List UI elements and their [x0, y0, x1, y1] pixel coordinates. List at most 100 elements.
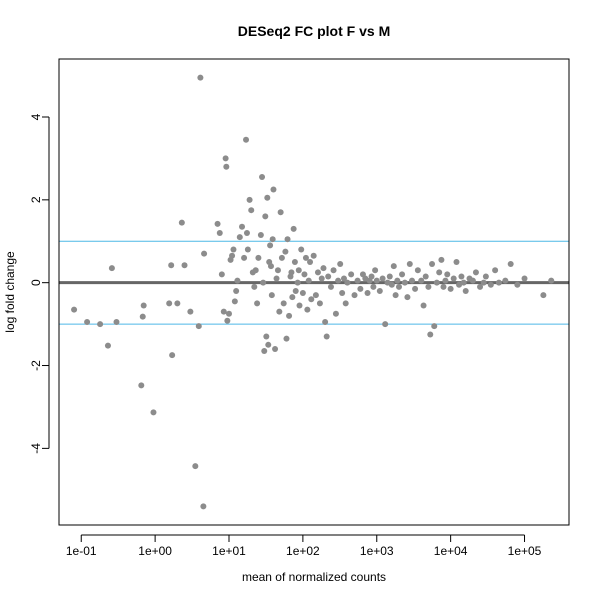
data-point — [472, 269, 479, 276]
data-point — [540, 292, 547, 299]
data-point — [268, 292, 275, 299]
data-point — [495, 279, 502, 286]
data-point — [469, 277, 476, 284]
data-point — [431, 323, 438, 330]
data-point — [236, 234, 243, 241]
data-point — [320, 265, 327, 272]
data-point — [294, 279, 301, 286]
data-point — [231, 298, 238, 305]
data-point — [322, 319, 329, 326]
data-point — [409, 277, 416, 284]
data-point — [71, 306, 78, 313]
data-point — [337, 261, 344, 268]
data-point — [502, 277, 509, 284]
data-point — [404, 294, 411, 301]
data-point — [487, 281, 494, 288]
data-point — [220, 308, 227, 315]
data-point — [386, 273, 393, 280]
data-point — [288, 269, 295, 276]
data-point — [243, 136, 250, 143]
data-point — [244, 246, 251, 253]
data-point — [305, 277, 312, 284]
data-point — [84, 319, 91, 326]
data-point — [252, 267, 259, 274]
data-point — [438, 256, 445, 263]
data-point — [392, 292, 399, 299]
data-point — [307, 258, 314, 265]
data-point — [442, 277, 449, 284]
data-point — [335, 277, 342, 284]
data-point — [412, 285, 419, 292]
data-point — [214, 220, 221, 227]
data-point — [376, 287, 383, 294]
data-point — [246, 196, 253, 203]
data-point — [192, 463, 199, 470]
data-point — [414, 267, 421, 274]
data-point — [280, 300, 287, 307]
data-point — [295, 267, 302, 274]
data-point — [274, 267, 281, 274]
data-point — [440, 283, 447, 290]
data-point — [138, 382, 145, 389]
y-tick-label: -2 — [29, 360, 43, 371]
data-point — [444, 271, 451, 278]
data-point — [372, 267, 379, 274]
data-point — [178, 219, 185, 226]
data-point — [262, 213, 269, 220]
x-axis-label: mean of normalized counts — [242, 570, 386, 584]
data-point — [187, 308, 194, 315]
data-point — [216, 229, 223, 236]
data-point — [318, 275, 325, 282]
data-point — [388, 281, 395, 288]
data-point — [422, 273, 429, 280]
data-point — [104, 342, 111, 349]
data-point — [323, 333, 330, 340]
x-axis: 1e-01 1e+00 1e+01 1e+02 1e+03 1e+04 1e+05 — [66, 534, 542, 558]
data-point — [201, 250, 208, 257]
data-point — [379, 275, 386, 282]
data-point — [330, 267, 337, 274]
data-point — [272, 345, 279, 352]
data-point — [382, 321, 389, 328]
data-point — [301, 271, 308, 278]
data-point — [239, 223, 246, 230]
chart-title: DESeq2 FC plot F vs M — [238, 23, 390, 39]
data-point — [290, 225, 297, 232]
data-point — [427, 331, 434, 338]
data-point — [447, 285, 454, 292]
data-point — [169, 352, 176, 359]
y-axis: -4 -2 0 2 4 — [29, 113, 50, 454]
data-point — [339, 290, 346, 297]
data-point — [480, 279, 487, 286]
y-tick-label: -4 — [29, 443, 43, 454]
data-point — [312, 292, 319, 299]
data-point — [425, 283, 432, 290]
data-point — [261, 348, 268, 355]
x-tick-label: 1e+02 — [286, 544, 320, 558]
data-point — [195, 323, 202, 330]
data-point — [255, 254, 262, 261]
data-point — [450, 275, 457, 282]
data-point — [224, 317, 231, 324]
data-point — [223, 163, 230, 170]
data-point — [140, 302, 147, 309]
data-point — [477, 283, 484, 290]
data-point — [243, 229, 250, 236]
data-point — [284, 236, 291, 243]
x-tick-label: 1e+00 — [138, 544, 172, 558]
data-point — [302, 254, 309, 261]
data-point — [357, 285, 364, 292]
data-point — [269, 236, 276, 243]
data-point — [264, 194, 271, 201]
y-tick-label: 0 — [29, 279, 43, 286]
data-point — [316, 300, 323, 307]
data-point — [276, 308, 283, 315]
data-point — [460, 279, 467, 286]
data-point — [482, 273, 489, 280]
data-point — [97, 321, 104, 328]
data-point — [314, 269, 321, 276]
data-point — [286, 312, 293, 319]
data-point — [418, 277, 425, 284]
data-point — [399, 271, 406, 278]
data-point — [200, 503, 207, 510]
